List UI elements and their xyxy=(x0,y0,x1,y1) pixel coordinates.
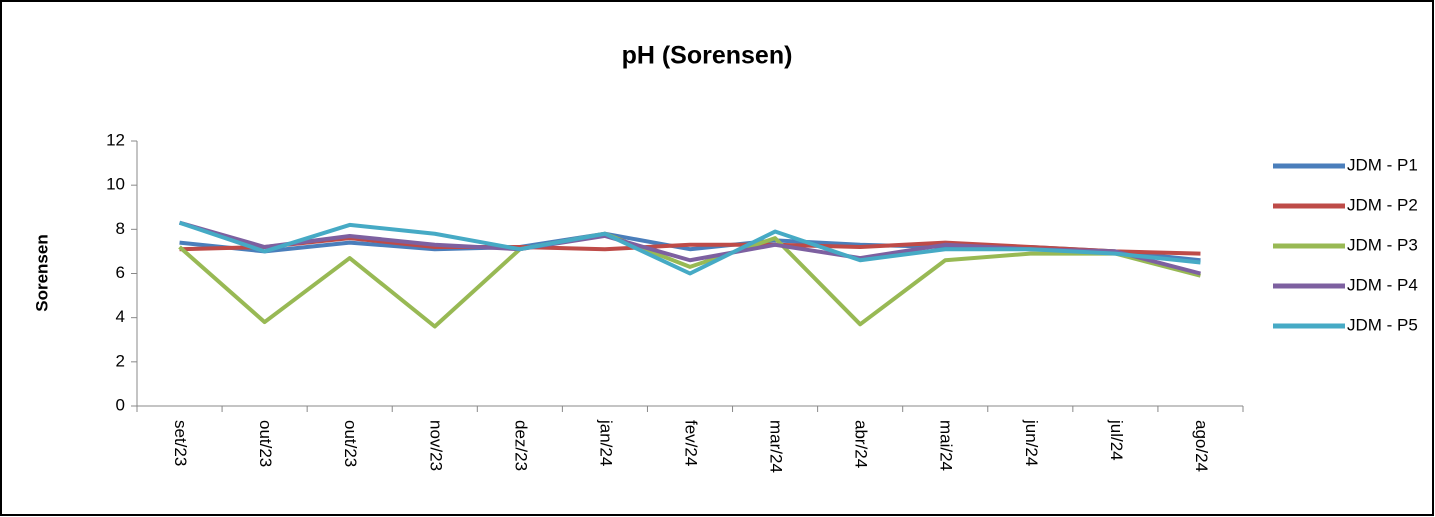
x-tick-label: dez/23 xyxy=(511,420,530,471)
legend-label: JDM - P2 xyxy=(1347,195,1418,214)
y-tick-label: 8 xyxy=(116,219,125,238)
series-line xyxy=(178,220,1201,276)
legend-label: JDM - P1 xyxy=(1347,155,1418,174)
x-tick-label: abr/24 xyxy=(852,420,871,468)
x-tick-label: out/23 xyxy=(256,420,275,467)
legend-label: JDM - P5 xyxy=(1347,315,1418,334)
x-tick-label: jan/24 xyxy=(596,419,615,466)
series-line xyxy=(179,236,1201,256)
y-tick-label: 4 xyxy=(116,307,125,326)
y-tick-label: 0 xyxy=(116,395,125,414)
x-tick-label: out/23 xyxy=(341,420,360,467)
y-tick-label: 12 xyxy=(106,130,125,149)
x-tick-label: mai/24 xyxy=(937,420,956,471)
series-line xyxy=(178,231,1201,329)
y-axis-label: Sorensen xyxy=(32,234,51,311)
y-tick-label: 10 xyxy=(106,175,125,194)
x-tick-label: jun/24 xyxy=(1022,419,1041,466)
legend-label: JDM - P3 xyxy=(1347,235,1418,254)
y-tick-label: 2 xyxy=(116,351,125,370)
y-tick-label: 6 xyxy=(116,263,125,282)
x-tick-label: ago/24 xyxy=(1192,420,1211,472)
legend-label: JDM - P4 xyxy=(1347,275,1418,294)
x-tick-label: mar/24 xyxy=(767,420,786,473)
x-tick-label: fev/24 xyxy=(682,420,701,466)
chart-title: pH (Sorensen) xyxy=(622,42,793,70)
x-tick-label: set/23 xyxy=(171,420,190,466)
x-tick-label: nov/23 xyxy=(426,420,445,471)
x-tick-label: jul/24 xyxy=(1107,419,1126,461)
